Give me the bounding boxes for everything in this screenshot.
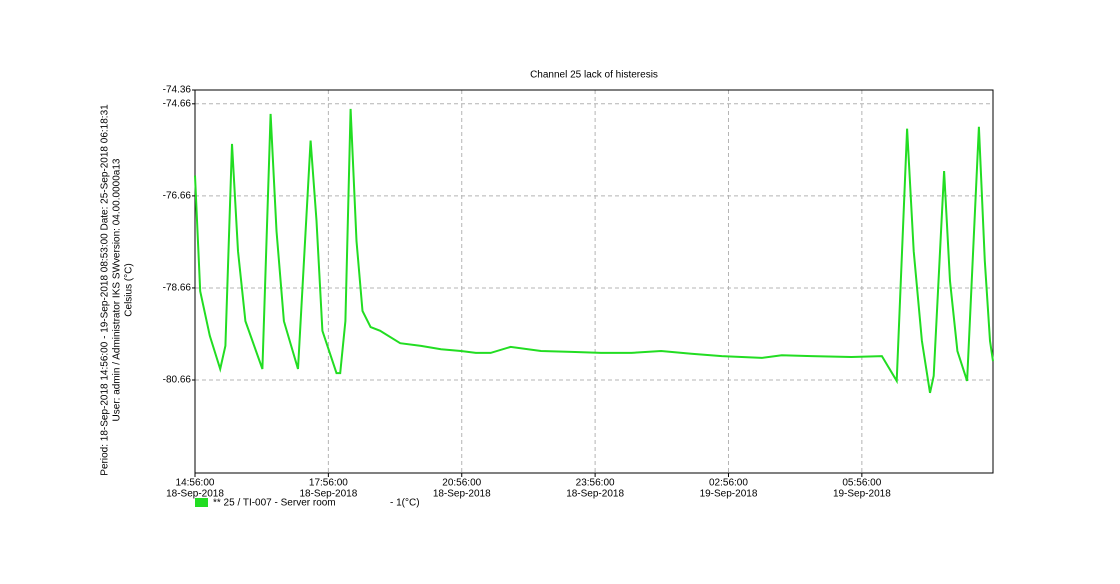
x-tick-label: 18-Sep-2018	[566, 489, 624, 500]
x-tick-label: 02:56:00	[709, 478, 748, 489]
plot-frame	[194, 89, 994, 474]
x-tick-label: 20:56:00	[442, 478, 481, 489]
legend-swatch	[195, 498, 208, 507]
y-axis-label: Celsius (°C)	[124, 263, 135, 316]
y-tick-label: -74.36	[163, 85, 192, 96]
y-tick-label: -74.66	[163, 98, 192, 109]
x-tick-label: 18-Sep-2018	[299, 489, 357, 500]
legend-label: ** 25 / TI-007 - Server room	[213, 498, 336, 509]
x-tick-label: 19-Sep-2018	[700, 489, 758, 500]
x-tick-label: 14:56:00	[176, 478, 215, 489]
x-tick-label: 18-Sep-2018	[433, 489, 491, 500]
user-info: User: admin / Administrator IKS SWversio…	[112, 158, 123, 421]
chart-title: Channel 25 lack of histeresis	[530, 70, 658, 81]
x-tick-label: 23:56:00	[576, 478, 615, 489]
y-tick-label: -80.66	[163, 375, 192, 386]
x-tick-label: 17:56:00	[309, 478, 348, 489]
legend-unit: - 1(°C)	[390, 498, 420, 509]
x-tick-label: 18-Sep-2018	[166, 489, 224, 500]
y-tick-label: -76.66	[163, 191, 192, 202]
period-info: Period: 18-Sep-2018 14:56:00 - 19-Sep-20…	[100, 104, 111, 476]
x-tick-label: 05:56:00	[842, 478, 881, 489]
data-line	[194, 108, 994, 394]
x-tick-label: 19-Sep-2018	[833, 489, 891, 500]
y-tick-label: -78.66	[163, 283, 192, 294]
